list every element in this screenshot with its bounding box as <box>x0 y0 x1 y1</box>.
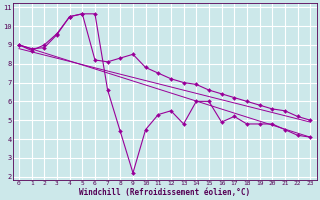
X-axis label: Windchill (Refroidissement éolien,°C): Windchill (Refroidissement éolien,°C) <box>79 188 250 197</box>
